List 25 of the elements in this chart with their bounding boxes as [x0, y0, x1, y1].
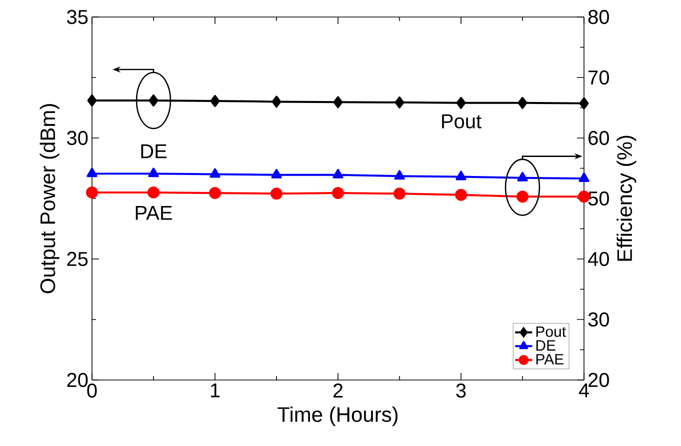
x-tick-label: 1 — [210, 384, 220, 398]
y-tick-label: 30 — [66, 130, 88, 146]
y2-tick-label: 40 — [588, 252, 609, 266]
y2-tick-label: 70 — [588, 70, 609, 85]
annotation: PAE — [136, 206, 172, 220]
legend-label: DE — [536, 340, 556, 351]
y2-tick-label: 80 — [588, 10, 609, 24]
y-tick-label: 35 — [66, 10, 88, 24]
y2-tick-label: 50 — [588, 191, 609, 206]
annotation: Pout — [442, 114, 482, 128]
y-tick-label: 20 — [67, 372, 88, 388]
y2-tick-label: 60 — [588, 130, 609, 146]
y-axis-title: Output Power (dBm) — [40, 104, 60, 294]
annotation: DE — [141, 144, 167, 158]
y2-tick-label: 30 — [588, 312, 609, 327]
legend-label: Pout — [536, 326, 566, 337]
y-tick-label: 25 — [67, 252, 88, 266]
x-tick-label: 3 — [456, 384, 466, 398]
x-tick-label: 2 — [333, 384, 343, 398]
x-tick-label: 4 — [578, 384, 589, 398]
y2-tick-label: 20 — [588, 372, 609, 388]
x-axis-title: Time (Hours) — [278, 406, 398, 426]
legend-label: PAE — [536, 354, 564, 364]
y2-axis-title: Efficiency (%) — [616, 136, 636, 261]
x-tick-label: 0 — [87, 384, 97, 398]
